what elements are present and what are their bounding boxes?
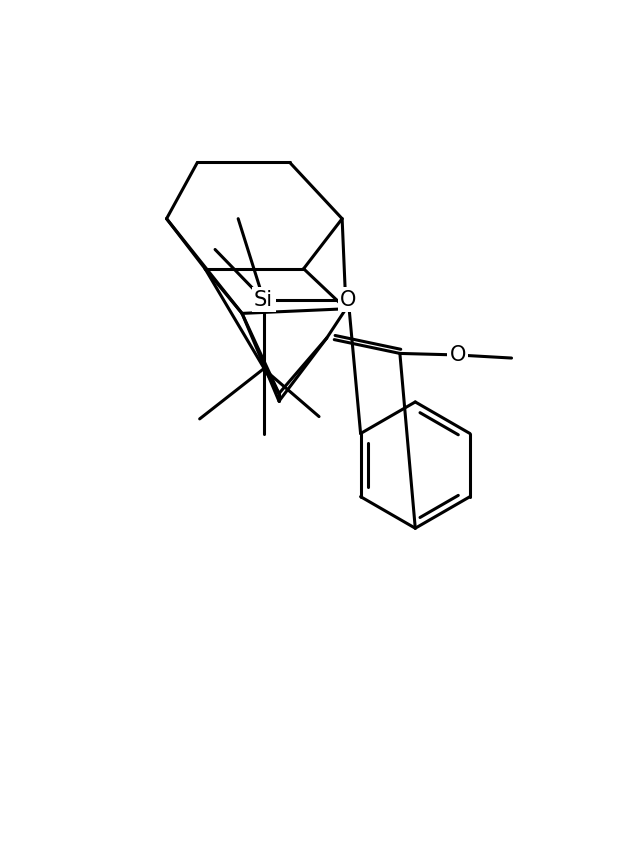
Text: Si: Si <box>254 290 273 309</box>
Text: O: O <box>449 345 466 365</box>
Text: O: O <box>340 290 357 309</box>
